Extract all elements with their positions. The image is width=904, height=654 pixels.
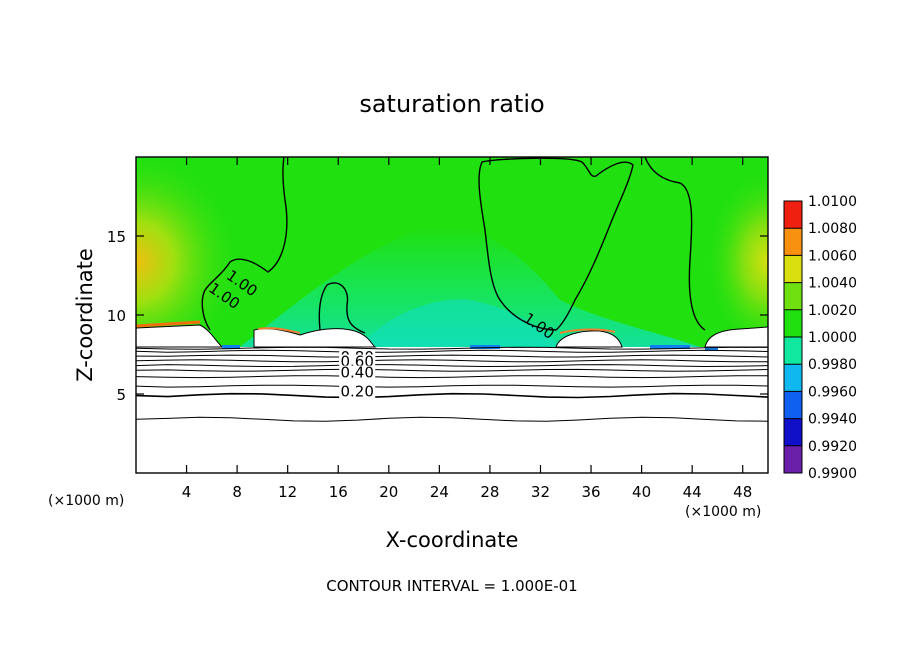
colorbar-tick-label: 0.9900 xyxy=(808,466,857,482)
colorbar-tick-label: 0.9980 xyxy=(808,357,857,373)
contour-label: 0.20 xyxy=(340,383,373,401)
colorbar-swatch xyxy=(784,364,802,392)
y-tick-label: 10 xyxy=(107,307,126,325)
dry-layer xyxy=(136,347,768,473)
colorbar-swatch xyxy=(784,201,802,229)
cold-spots xyxy=(222,345,718,351)
x-tick-label: 40 xyxy=(632,483,651,501)
colorbar-swatch xyxy=(784,282,802,310)
y-axis-label: Z-coordinate xyxy=(73,248,97,382)
colorbar-swatch xyxy=(784,445,802,473)
contour-line-1.00-left xyxy=(201,157,288,331)
contour-label-bg xyxy=(339,354,376,369)
warm-rim-center xyxy=(257,327,301,334)
subsaturated-pocket xyxy=(360,299,560,347)
colorbar-tick-label: 0.9920 xyxy=(808,439,857,455)
contour-line xyxy=(136,359,768,363)
colorbar-swatch xyxy=(784,391,802,419)
x-tick-label: 8 xyxy=(232,483,242,501)
warm-rim-left xyxy=(136,320,201,328)
contour-line-1.00-far-right xyxy=(644,157,706,331)
warm-edge-right xyxy=(640,157,768,347)
x-tick-label: 12 xyxy=(278,483,297,501)
colorbar-tick-label: 0.9960 xyxy=(808,384,857,400)
contour-line-1.00-center xyxy=(318,282,366,334)
colorbar-swatch xyxy=(784,228,802,256)
subsaturated-band xyxy=(240,226,700,347)
x-tick-label: 16 xyxy=(329,483,348,501)
contour-label-bg xyxy=(339,384,376,399)
contour-line xyxy=(136,349,768,353)
colorbar-swatch xyxy=(784,255,802,283)
x-tick-label: 24 xyxy=(430,483,449,501)
contour-label-bg xyxy=(339,365,376,380)
contour-line xyxy=(136,354,768,358)
colorbar-tick-label: 1.0100 xyxy=(808,194,857,210)
chart-title: saturation ratio xyxy=(359,90,544,118)
colorbar-tick-label: 1.0080 xyxy=(808,221,857,237)
plot-area: 1.001.001.000.800.600.400.20 xyxy=(136,157,768,473)
colorbar-swatch xyxy=(784,418,802,446)
x-tick-label: 20 xyxy=(379,483,398,501)
cloud-top-right xyxy=(555,330,623,348)
contour-line xyxy=(136,346,768,350)
colorbar-tick-label: 1.0040 xyxy=(808,276,857,292)
contour-line xyxy=(136,416,768,422)
contour-line xyxy=(136,392,768,399)
contour-line xyxy=(136,375,768,379)
colorbar-tick-label: 1.0060 xyxy=(808,248,857,264)
colorbar: 0.9900 0.9920 0.9940 0.9960 0.9980 1.0000 1.00… xyxy=(783,194,857,482)
x-tick-label: 4 xyxy=(182,483,192,501)
x-unit-label-right: (×1000 m) xyxy=(685,504,761,520)
x-tick-label: 36 xyxy=(581,483,600,501)
cloud-top-left xyxy=(136,324,224,348)
warm-rim-right xyxy=(559,328,616,334)
subsaturated-contours xyxy=(136,346,768,422)
x-tick-label: 28 xyxy=(480,483,499,501)
contour-line xyxy=(136,364,768,368)
colorbar-swatch xyxy=(784,309,802,337)
colorbar-swatch xyxy=(784,337,802,365)
contour-line xyxy=(136,368,768,372)
x-tick-label: 44 xyxy=(683,483,702,501)
cloud-top-far-right xyxy=(704,326,768,348)
colorbar-tick-label: 1.0000 xyxy=(808,330,857,346)
cloud-top-center xyxy=(253,328,377,348)
contour-line xyxy=(136,384,768,388)
x-tick-label: 32 xyxy=(531,483,550,501)
contour-label: 0.40 xyxy=(340,364,373,382)
contour-label-group: 0.40 xyxy=(339,364,376,382)
colorbar-tick-label: 1.0020 xyxy=(808,303,857,319)
contour-interval-note: CONTOUR INTERVAL = 1.000E-01 xyxy=(326,577,577,595)
y-tick-label: 5 xyxy=(116,386,126,404)
x-unit-label-left: (×1000 m) xyxy=(48,493,124,509)
contour-line-1.00-right xyxy=(478,157,634,331)
contour-label-group: 0.20 xyxy=(339,383,376,401)
y-tick-label: 15 xyxy=(107,228,126,246)
x-axis-label: X-coordinate xyxy=(386,528,519,552)
colorbar-tick-label: 0.9940 xyxy=(808,412,857,428)
x-tick-label: 48 xyxy=(733,483,752,501)
